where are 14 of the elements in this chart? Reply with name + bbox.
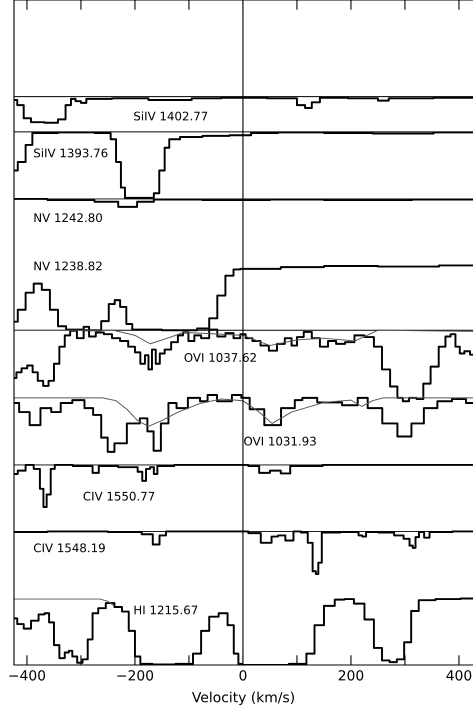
- x-tick-label: 400: [446, 670, 472, 681]
- x-axis-title: Velocity (km/s): [192, 692, 294, 706]
- series-label: NV 1238.82: [34, 261, 102, 270]
- x-tick-label: −400: [9, 670, 46, 681]
- series-label: OVI 1031.93: [244, 436, 316, 446]
- x-tick-label: −200: [117, 670, 154, 681]
- series-label: SiIV 1402.77: [134, 111, 208, 121]
- series-label: HI 1215.67: [134, 606, 198, 614]
- x-tick-label: 200: [338, 670, 364, 681]
- x-tick-label: 0: [239, 670, 246, 681]
- series-label: NV 1242.80: [34, 213, 102, 222]
- series-label: CIV 1548.19: [34, 543, 105, 552]
- series-label: SiIV 1393.76: [34, 148, 108, 158]
- series-label: CIV 1550.77: [84, 492, 154, 501]
